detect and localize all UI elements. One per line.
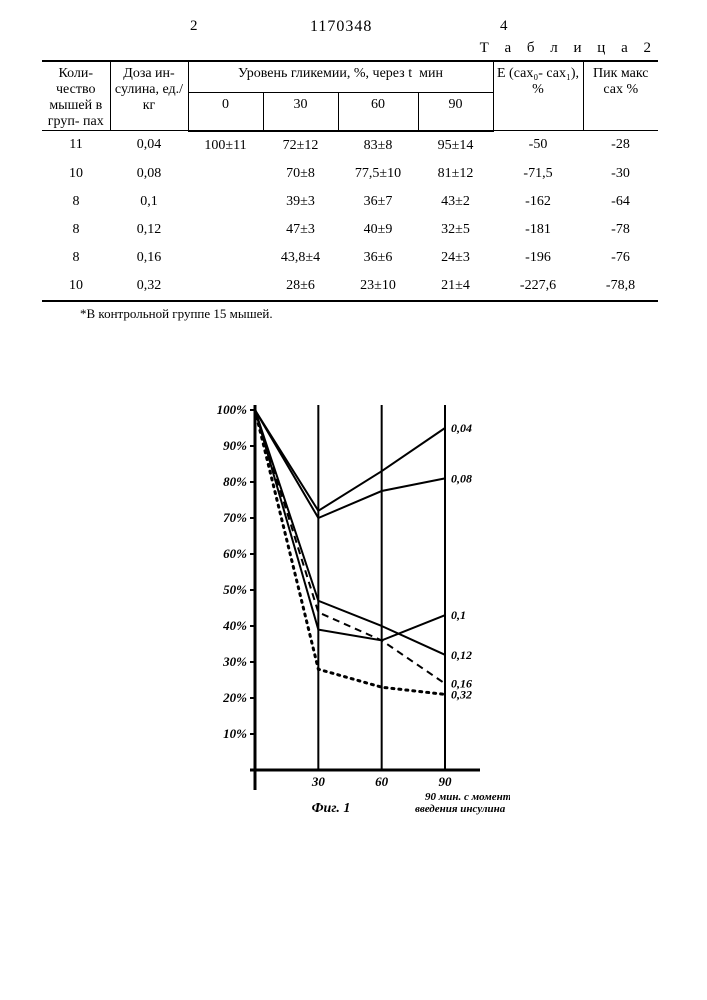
cell-n: 11: [42, 131, 110, 160]
cell-peak: -64: [583, 188, 658, 216]
col-min-label: мин: [419, 66, 443, 81]
cell-t0: [188, 272, 263, 301]
cell-t90: 95±14: [418, 131, 493, 160]
cell-t90: 21±4: [418, 272, 493, 301]
cell-peak: -30: [583, 160, 658, 188]
svg-text:0,12: 0,12: [451, 648, 472, 662]
cell-dose: 0,32: [110, 272, 188, 301]
cell-t0: 100±11: [188, 131, 263, 160]
cell-t30: 43,8±4: [263, 244, 338, 272]
svg-text:30%: 30%: [222, 654, 247, 669]
col-e: Е (сах₀- сах₁), %: [493, 61, 583, 131]
cell-t30: 28±6: [263, 272, 338, 301]
col-dose: Доза ин- сулина, ед./кг: [110, 61, 188, 131]
table-row: 80,16 43,8±436±624±3-196-76: [42, 244, 658, 272]
cell-t0: [188, 160, 263, 188]
table-row: 80,1 39±336±743±2-162-64: [42, 188, 658, 216]
cell-t60: 36±6: [338, 244, 418, 272]
svg-text:40%: 40%: [222, 618, 247, 633]
cell-t30: 70±8: [263, 160, 338, 188]
svg-text:20%: 20%: [222, 690, 247, 705]
table-caption: Т а б л и ц а 2: [480, 40, 657, 57]
cell-t60: 23±10: [338, 272, 418, 301]
page: 2 1170348 4 Т а б л и ц а 2 Коли- чество…: [0, 0, 707, 1000]
table-row: 100,32 28±623±1021±4-227,6-78,8: [42, 272, 658, 301]
cell-t60: 36±7: [338, 188, 418, 216]
cell-peak: -28: [583, 131, 658, 160]
cell-t90: 24±3: [418, 244, 493, 272]
cell-t90: 32±5: [418, 216, 493, 244]
cell-peak: -76: [583, 244, 658, 272]
col-t0: 0: [188, 93, 263, 131]
cell-dose: 0,04: [110, 131, 188, 160]
data-table: Коли- чество мышей в груп- пах Доза ин- …: [42, 60, 658, 302]
svg-text:80%: 80%: [223, 474, 247, 489]
svg-text:90 мин. с момента: 90 мин. с момента: [425, 791, 510, 803]
cell-t60: 77,5±10: [338, 160, 418, 188]
cell-e: -71,5: [493, 160, 583, 188]
table-row: 100,08 70±877,5±1081±12-71,5-30: [42, 160, 658, 188]
cell-e: -181: [493, 216, 583, 244]
table-footnote: *В контрольной группе 15 мышей.: [80, 306, 273, 322]
col-mice: Коли- чество мышей в груп- пах: [42, 61, 110, 131]
cell-t0: [188, 216, 263, 244]
glycemia-chart: 10% 20% 30% 40% 50% 60% 70% 80% 90% 100% 30 60 90 0,0…: [210, 390, 510, 840]
svg-text:0,1: 0,1: [451, 608, 466, 622]
svg-text:60%: 60%: [223, 546, 247, 561]
cell-dose: 0,1: [110, 188, 188, 216]
col-t30: 30: [263, 93, 338, 131]
col-t60: 60: [338, 93, 418, 131]
svg-text:90: 90: [439, 774, 453, 789]
cell-n: 10: [42, 160, 110, 188]
svg-text:введения инсулина: введения инсулина: [415, 803, 506, 815]
col-glycemia: Уровень гликемии, %, через t мин: [188, 61, 493, 93]
svg-text:Фиг. 1: Фиг. 1: [312, 801, 351, 816]
cell-t30: 39±3: [263, 188, 338, 216]
cell-e: -50: [493, 131, 583, 160]
cell-e: -196: [493, 244, 583, 272]
svg-text:0,04: 0,04: [451, 421, 472, 435]
cell-dose: 0,08: [110, 160, 188, 188]
cell-n: 8: [42, 216, 110, 244]
col-t90: 90: [418, 93, 493, 131]
cell-t0: [188, 188, 263, 216]
cell-dose: 0,12: [110, 216, 188, 244]
cell-n: 8: [42, 188, 110, 216]
svg-text:90%: 90%: [223, 438, 247, 453]
cell-peak: -78,8: [583, 272, 658, 301]
document-id: 1170348: [310, 18, 372, 36]
svg-text:100%: 100%: [217, 402, 248, 417]
svg-text:70%: 70%: [223, 510, 247, 525]
svg-text:60: 60: [375, 774, 389, 789]
cell-t0: [188, 244, 263, 272]
table-row: 80,12 47±340±932±5-181-78: [42, 216, 658, 244]
table-row: 110,04100±1172±1283±895±14-50-28: [42, 131, 658, 160]
cell-t30: 47±3: [263, 216, 338, 244]
cell-t30: 72±12: [263, 131, 338, 160]
cell-e: -227,6: [493, 272, 583, 301]
svg-text:30: 30: [311, 774, 326, 789]
col-glycemia-label: Уровень гликемии, %, через t: [238, 66, 412, 81]
cell-t90: 43±2: [418, 188, 493, 216]
cell-t60: 40±9: [338, 216, 418, 244]
svg-text:0,08: 0,08: [451, 471, 472, 485]
cell-peak: -78: [583, 216, 658, 244]
cell-n: 10: [42, 272, 110, 301]
cell-e: -162: [493, 188, 583, 216]
cell-t60: 83±8: [338, 131, 418, 160]
cell-n: 8: [42, 244, 110, 272]
cell-dose: 0,16: [110, 244, 188, 272]
page-number-right: 4: [500, 18, 508, 35]
svg-text:50%: 50%: [223, 582, 247, 597]
col-peak: Пик макс сах %: [583, 61, 658, 131]
svg-text:0,32: 0,32: [451, 687, 472, 701]
page-number-left: 2: [190, 18, 198, 35]
cell-t90: 81±12: [418, 160, 493, 188]
svg-text:10%: 10%: [223, 726, 247, 741]
